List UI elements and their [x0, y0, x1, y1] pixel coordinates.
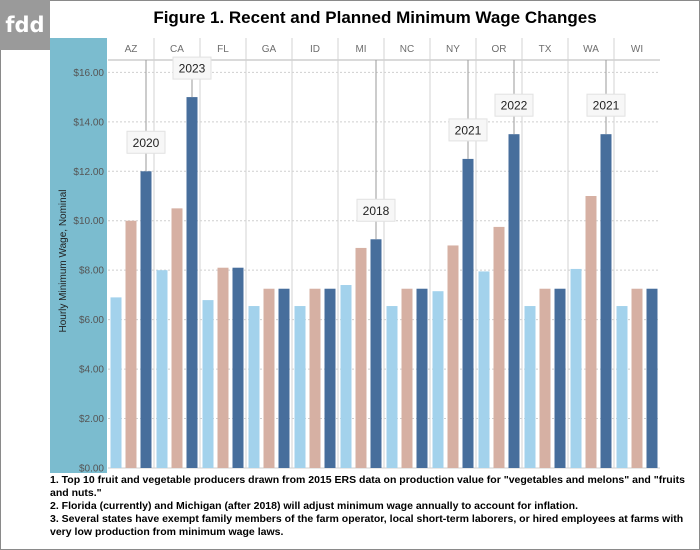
bar-az-s1: [110, 297, 122, 468]
bar-nc-s1: [386, 306, 398, 468]
bar-mi-s2: [355, 247, 367, 468]
bar-ny-s3: [462, 158, 474, 468]
annotation-label-az: 2020: [133, 136, 160, 150]
bar-az-s3: [140, 171, 152, 469]
bar-fl-s3: [232, 267, 244, 468]
category-label-fl: FL: [217, 44, 229, 55]
y-tick-label: $14.00: [73, 117, 104, 128]
bar-id-s3: [324, 288, 336, 468]
bar-mi-s1: [340, 285, 352, 468]
bar-nc-s3: [416, 288, 428, 468]
bar-az-s2: [125, 220, 137, 468]
category-label-nc: NC: [400, 44, 414, 55]
bar-fl-s2: [217, 267, 229, 468]
bar-ca-s3: [186, 97, 198, 468]
category-label-id: ID: [310, 44, 320, 55]
y-tick-label: $4.00: [79, 365, 104, 376]
y-tick-label: $12.00: [73, 167, 104, 178]
bar-or-s2: [493, 226, 505, 468]
category-label-tx: TX: [539, 44, 552, 55]
bar-ga-s2: [263, 288, 275, 468]
bar-or-s1: [478, 271, 490, 468]
category-label-wa: WA: [583, 44, 599, 55]
bar-wi-s2: [631, 288, 643, 468]
bar-ny-s2: [447, 245, 459, 468]
annotation-label-ca: 2023: [179, 62, 206, 76]
annotation-label-ny: 2021: [455, 123, 482, 137]
category-label-az: AZ: [125, 44, 138, 55]
annotation-box: [172, 56, 212, 80]
category-label-ny: NY: [446, 44, 460, 55]
annotation-label-wa: 2021: [593, 99, 620, 113]
category-label-ga: GA: [262, 44, 277, 55]
bar-wi-s3: [646, 288, 658, 468]
annotation-layer: 2020 2023 2018 2021 2022 2021: [126, 56, 626, 240]
annotation-box: [356, 198, 396, 222]
footnotes: 1. Top 10 fruit and vegetable producers …: [50, 474, 690, 539]
bar-tx-s2: [539, 288, 551, 468]
category-label-wi: WI: [631, 44, 643, 55]
bar-id-s1: [294, 306, 306, 468]
annotation-box: [494, 93, 534, 117]
chart-title: Figure 1. Recent and Planned Minimum Wag…: [153, 8, 597, 27]
bar-ny-s1: [432, 291, 444, 468]
footnote-1: 1. Top 10 fruit and vegetable producers …: [50, 474, 685, 499]
bar-ca-s2: [171, 208, 183, 468]
bar-wa-s3: [600, 134, 612, 468]
bar-mi-s3: [370, 239, 382, 468]
y-tick-label: $2.00: [79, 414, 104, 425]
bar-ga-s3: [278, 288, 290, 468]
annotation-box: [126, 130, 166, 154]
annotation-box: [586, 93, 626, 117]
bar-ga-s1: [248, 306, 260, 468]
category-label-ca: CA: [170, 44, 184, 55]
bar-fl-s1: [202, 300, 214, 468]
footnote-3: 3. Several states have exempt family mem…: [50, 513, 684, 538]
bar-layer: [110, 97, 658, 469]
bar-id-s2: [309, 288, 321, 468]
y-tick-label: $8.00: [79, 266, 104, 277]
annotation-label-or: 2022: [501, 99, 528, 113]
bar-wa-s1: [570, 268, 582, 468]
bar-wa-s2: [585, 196, 597, 468]
footnote-2: 2. Florida (currently) and Michigan (aft…: [50, 500, 578, 512]
y-tick-label: $6.00: [79, 315, 104, 326]
axis-layer: $0.00 $2.00 $4.00 $6.00 $8.00 $10.00 $12.00 $14…: [58, 44, 643, 475]
bar-wi-s1: [616, 306, 628, 468]
axis-sidebar: [50, 38, 107, 473]
bar-tx-s3: [554, 288, 566, 468]
y-axis-title: Hourly Minimum Wage, Nominal: [58, 190, 69, 333]
y-tick-label: $0.00: [79, 464, 104, 475]
annotation-box: [448, 118, 488, 142]
bar-tx-s1: [524, 306, 536, 468]
y-tick-label: $10.00: [73, 216, 104, 227]
category-label-or: OR: [492, 44, 507, 55]
annotation-label-mi: 2018: [363, 204, 390, 218]
y-tick-label: $16.00: [73, 68, 104, 79]
fdd-logo: fdd: [0, 0, 50, 50]
category-label-mi: MI: [355, 44, 366, 55]
bar-or-s3: [508, 134, 520, 468]
bar-nc-s2: [401, 288, 413, 468]
bar-ca-s1: [156, 270, 168, 468]
